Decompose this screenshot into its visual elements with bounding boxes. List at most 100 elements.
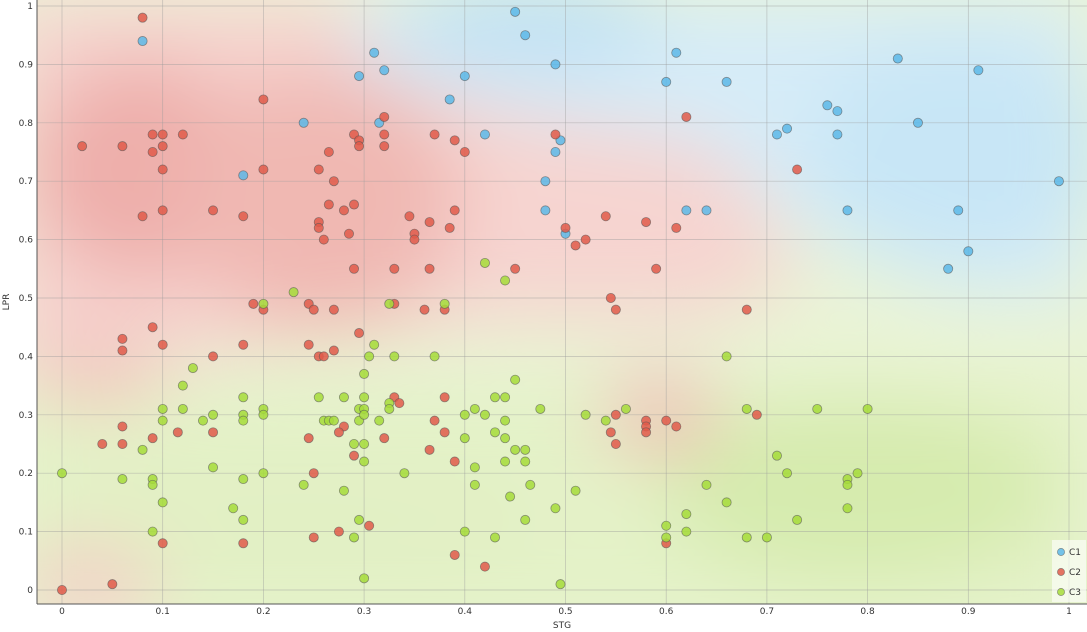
data-point <box>771 450 782 461</box>
data-point <box>429 415 440 426</box>
data-point <box>520 456 531 467</box>
data-point <box>671 421 682 432</box>
y-tick-label: 0.1 <box>19 528 33 538</box>
data-point <box>349 532 360 543</box>
series-c3 <box>57 257 873 590</box>
data-point <box>374 415 385 426</box>
data-point <box>303 339 314 350</box>
data-point <box>540 205 551 216</box>
data-point <box>721 76 732 87</box>
data-point <box>333 526 344 537</box>
data-point <box>77 141 88 152</box>
y-axis-label: LPR <box>2 294 12 311</box>
y-tick-label: 0 <box>27 586 33 596</box>
data-point <box>449 205 460 216</box>
data-point <box>208 427 219 438</box>
data-point <box>57 468 68 479</box>
data-point <box>429 351 440 362</box>
data-point <box>812 403 823 414</box>
x-tick-label: 0.2 <box>256 607 270 617</box>
data-point <box>419 304 430 315</box>
data-point <box>570 485 581 496</box>
data-point <box>424 217 435 228</box>
data-point <box>520 514 531 525</box>
data-point <box>384 403 395 414</box>
data-point <box>459 409 470 420</box>
data-point <box>439 298 450 309</box>
data-point <box>500 275 511 286</box>
data-point <box>318 351 329 362</box>
data-point <box>641 427 652 438</box>
data-point <box>137 36 148 47</box>
data-point <box>298 117 309 128</box>
data-point <box>600 211 611 222</box>
data-point <box>741 304 752 315</box>
data-point <box>782 468 793 479</box>
data-point <box>510 263 521 274</box>
data-point <box>479 257 490 268</box>
data-point <box>610 409 621 420</box>
data-point <box>228 503 239 514</box>
data-point <box>157 129 168 140</box>
data-point <box>681 111 692 122</box>
legend-label: C2 <box>1069 568 1081 578</box>
data-point <box>605 427 616 438</box>
data-point <box>208 351 219 362</box>
data-point <box>505 491 516 502</box>
data-point <box>364 520 375 531</box>
y-tick-labels: 0 0.1 0.2 0.3 0.4 0.5 0.6 0.7 0.8 0.9 1 <box>19 2 34 596</box>
data-point <box>792 164 803 175</box>
data-point <box>842 479 853 490</box>
data-point <box>97 438 108 449</box>
data-point <box>349 450 360 461</box>
data-point <box>208 205 219 216</box>
data-point <box>500 456 511 467</box>
data-point <box>444 94 455 105</box>
data-point <box>258 164 269 175</box>
y-tick-label: 0.6 <box>19 236 34 246</box>
data-point <box>303 433 314 444</box>
data-point <box>379 433 390 444</box>
data-point <box>852 468 863 479</box>
data-point <box>751 409 762 420</box>
data-point <box>550 146 561 157</box>
data-point <box>600 415 611 426</box>
data-point <box>258 298 269 309</box>
data-points <box>57 6 1064 596</box>
data-point <box>560 222 571 233</box>
data-point <box>349 438 360 449</box>
data-point <box>359 409 370 420</box>
data-point <box>323 199 334 210</box>
data-point <box>238 211 249 222</box>
data-point <box>328 345 339 356</box>
y-tick-label: 0.5 <box>19 294 33 304</box>
data-point <box>369 339 380 350</box>
data-point <box>771 129 782 140</box>
data-point <box>157 205 168 216</box>
gridlines <box>37 0 1087 604</box>
data-point <box>313 222 324 233</box>
data-point <box>469 403 480 414</box>
data-point <box>510 6 521 17</box>
legend-marker <box>1057 588 1065 596</box>
data-point <box>177 403 188 414</box>
data-point <box>298 479 309 490</box>
data-point <box>671 47 682 58</box>
y-tick-label: 0.9 <box>19 60 34 70</box>
data-point <box>424 263 435 274</box>
data-point <box>288 287 299 298</box>
data-point <box>238 392 249 403</box>
data-point <box>359 438 370 449</box>
data-point <box>550 129 561 140</box>
x-tick-label: 0.7 <box>760 607 774 617</box>
axes <box>36 0 1087 605</box>
data-point <box>792 514 803 525</box>
data-point <box>973 65 984 76</box>
data-point <box>137 211 148 222</box>
data-point <box>157 403 168 414</box>
data-point <box>258 468 269 479</box>
data-point <box>379 129 390 140</box>
data-point <box>409 234 420 245</box>
